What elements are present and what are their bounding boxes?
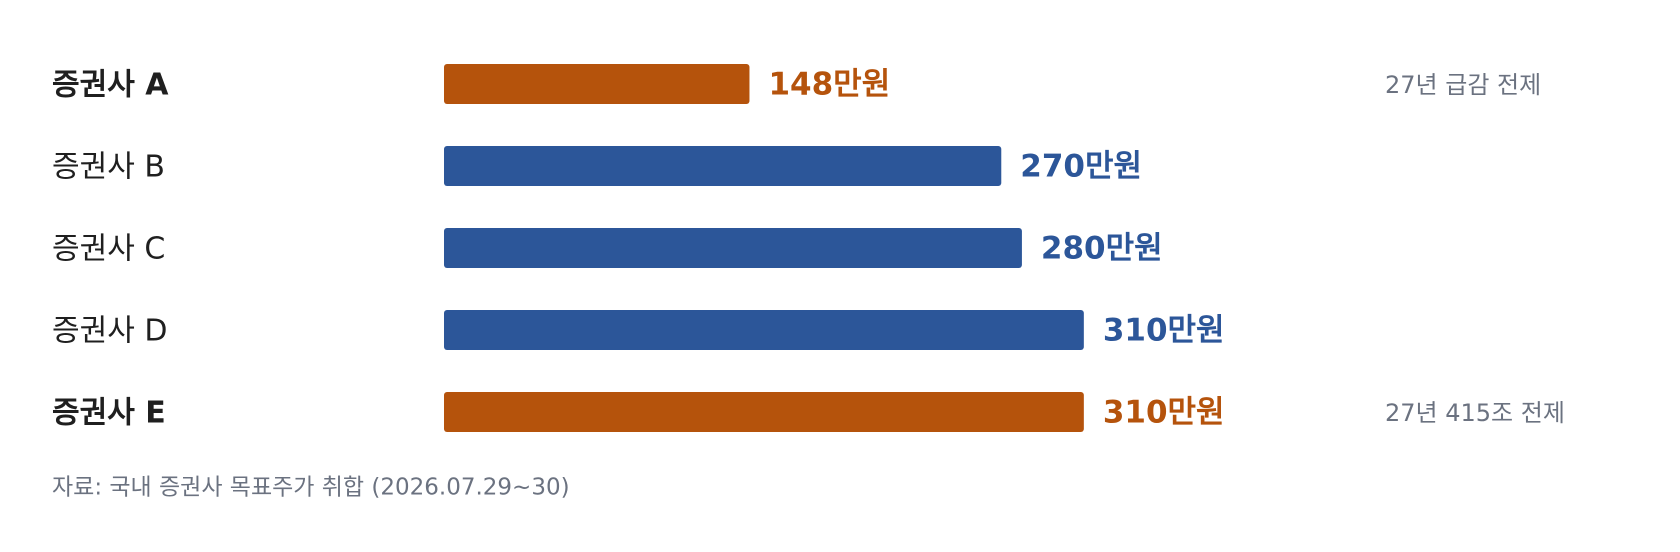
value-label: 148만원: [768, 67, 890, 103]
category-label: 증권사 A: [52, 68, 169, 103]
bar-note: 27년 급감 전제: [1385, 71, 1541, 99]
bar: [444, 392, 1084, 432]
bar-note: 27년 415조 전제: [1385, 399, 1565, 427]
category-label: 증권사 C: [52, 232, 165, 267]
value-label: 310만원: [1103, 313, 1225, 349]
bar: [444, 146, 1002, 186]
category-label: 증권사 B: [52, 150, 165, 185]
bar: [444, 64, 750, 104]
source-note: 자료: 국내 증권사 목표주가 취합 (2026.07.29~30): [52, 475, 570, 501]
value-label: 310만원: [1103, 395, 1225, 431]
bar: [444, 228, 1022, 268]
category-label: 증권사 D: [52, 314, 167, 349]
bar: [444, 310, 1084, 350]
category-label: 증권사 E: [52, 396, 166, 431]
value-label: 270만원: [1020, 149, 1142, 185]
value-label: 280만원: [1041, 231, 1163, 267]
